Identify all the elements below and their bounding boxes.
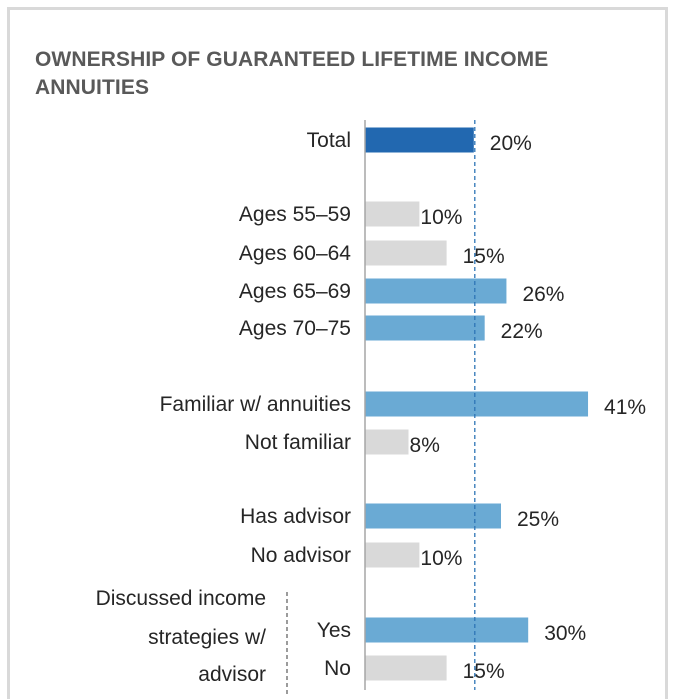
bar-not-familiar bbox=[365, 429, 409, 455]
value-label-ages-65-69: 26% bbox=[522, 283, 564, 306]
value-label-ages-60-64: 15% bbox=[463, 245, 505, 268]
bar-no bbox=[365, 655, 447, 681]
category-label-no: No bbox=[324, 657, 351, 680]
group-label-line-2: strategies w/ bbox=[148, 626, 266, 649]
category-label-not-familiar: Not familiar bbox=[245, 431, 351, 454]
category-label-ages-70-75: Ages 70–75 bbox=[239, 317, 351, 340]
group-label-line-3: advisor bbox=[198, 663, 266, 686]
bar-yes bbox=[365, 617, 529, 643]
chart-frame bbox=[7, 7, 668, 699]
bar-no-advisor bbox=[365, 542, 420, 568]
bar-ages-65-69 bbox=[365, 278, 507, 304]
category-label-total: Total bbox=[307, 129, 351, 152]
category-label-ages-60-64: Ages 60–64 bbox=[239, 242, 351, 265]
value-label-familiar-w-annuities: 41% bbox=[604, 396, 646, 419]
value-label-ages-70-75: 22% bbox=[501, 320, 543, 343]
bar-total bbox=[365, 127, 474, 153]
value-label-has-advisor: 25% bbox=[517, 508, 559, 531]
bar-ages-60-64 bbox=[365, 240, 447, 266]
category-label-ages-55-59: Ages 55–59 bbox=[239, 203, 351, 226]
bar-ages-55-59 bbox=[365, 201, 420, 227]
bar-ages-70-75 bbox=[365, 315, 485, 341]
category-label-yes: Yes bbox=[317, 619, 351, 642]
value-label-ages-55-59: 10% bbox=[420, 206, 462, 229]
category-label-no-advisor: No advisor bbox=[251, 544, 351, 567]
value-label-yes: 30% bbox=[544, 622, 586, 645]
bar-has-advisor bbox=[365, 503, 501, 529]
category-label-familiar-w-annuities: Familiar w/ annuities bbox=[160, 393, 351, 416]
group-label-line-1: Discussed income bbox=[96, 587, 266, 610]
category-label-ages-65-69: Ages 65–69 bbox=[239, 280, 351, 303]
category-label-has-advisor: Has advisor bbox=[240, 505, 351, 528]
value-label-not-familiar: 8% bbox=[410, 434, 440, 457]
value-label-no: 15% bbox=[463, 660, 505, 683]
value-label-no-advisor: 10% bbox=[420, 547, 462, 570]
chart-title: OWNERSHIP OF GUARANTEED LIFETIME INCOME … bbox=[35, 48, 549, 99]
bar-familiar-w-annuities bbox=[365, 391, 589, 417]
value-label-total: 20% bbox=[490, 132, 532, 155]
